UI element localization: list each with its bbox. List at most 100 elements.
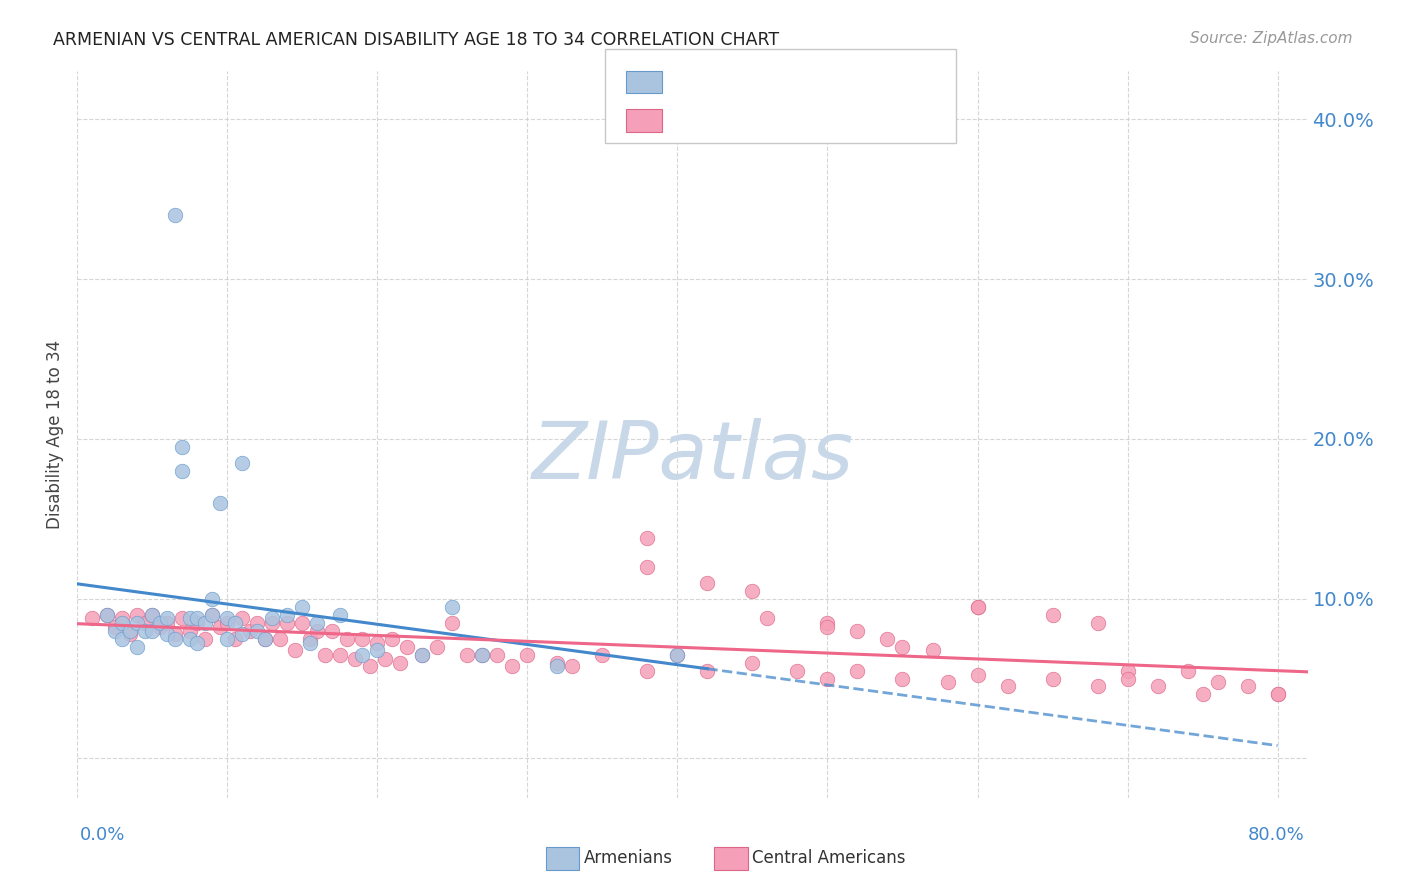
Point <box>96 607 118 622</box>
Point <box>104 624 127 638</box>
Text: Source: ZipAtlas.com: Source: ZipAtlas.com <box>1189 31 1353 46</box>
Text: ZIPatlas: ZIPatlas <box>531 417 853 496</box>
Point <box>846 624 869 638</box>
Point <box>307 624 329 638</box>
Point <box>359 658 381 673</box>
Point <box>246 615 269 630</box>
Point <box>636 559 658 574</box>
Point <box>321 624 343 638</box>
Point <box>817 672 839 686</box>
Text: 0.0%: 0.0% <box>80 826 125 844</box>
Point <box>118 624 141 638</box>
Point <box>179 624 201 638</box>
Point <box>1042 672 1064 686</box>
Text: N =: N = <box>799 67 838 85</box>
Point <box>329 648 352 662</box>
Point <box>636 531 658 545</box>
Point <box>201 607 224 622</box>
Point <box>696 575 718 590</box>
Point <box>1267 688 1289 702</box>
Point <box>546 658 568 673</box>
Point <box>163 632 186 646</box>
Point <box>696 664 718 678</box>
Point <box>666 648 689 662</box>
Point <box>217 611 239 625</box>
Point <box>381 632 404 646</box>
Point <box>186 615 208 630</box>
Point <box>82 611 104 625</box>
Point <box>817 615 839 630</box>
Point <box>134 624 156 638</box>
Point <box>156 615 179 630</box>
Point <box>876 632 898 646</box>
Point <box>104 620 127 634</box>
Point <box>111 611 134 625</box>
Point <box>231 456 253 470</box>
Point <box>501 658 523 673</box>
Point <box>314 648 336 662</box>
Text: Central Americans: Central Americans <box>752 849 905 867</box>
Text: -0.414: -0.414 <box>700 104 758 123</box>
Point <box>936 674 959 689</box>
Point <box>817 620 839 634</box>
Point <box>374 652 396 666</box>
Point <box>127 615 149 630</box>
Point <box>111 632 134 646</box>
Point <box>1236 680 1258 694</box>
Point <box>1087 615 1109 630</box>
Text: 80.0%: 80.0% <box>1249 826 1305 844</box>
Point <box>966 599 988 614</box>
Point <box>396 640 419 654</box>
Point <box>291 615 314 630</box>
Point <box>516 648 538 662</box>
Point <box>891 672 914 686</box>
Text: Armenians: Armenians <box>583 849 672 867</box>
Point <box>276 607 298 622</box>
Point <box>921 642 943 657</box>
Point <box>388 656 411 670</box>
Point <box>163 208 186 222</box>
Point <box>163 627 186 641</box>
Point <box>217 615 239 630</box>
Point <box>217 632 239 646</box>
Point <box>134 615 156 630</box>
Point <box>201 607 224 622</box>
Point <box>149 615 172 630</box>
Point <box>486 648 509 662</box>
Point <box>96 607 118 622</box>
Point <box>156 611 179 625</box>
Point <box>411 648 433 662</box>
Text: 45: 45 <box>832 67 855 85</box>
Point <box>546 656 568 670</box>
Text: 90: 90 <box>832 104 855 123</box>
Point <box>208 496 231 510</box>
Point <box>366 636 388 650</box>
Text: R =: R = <box>668 67 707 85</box>
Point <box>246 624 269 638</box>
Point <box>846 664 869 678</box>
Point <box>441 599 464 614</box>
Point <box>141 607 163 622</box>
Point <box>201 591 224 606</box>
Point <box>966 668 988 682</box>
Text: N =: N = <box>799 104 838 123</box>
Point <box>253 632 276 646</box>
Point <box>441 615 464 630</box>
Point <box>179 632 201 646</box>
Point <box>239 624 262 638</box>
Point <box>156 627 179 641</box>
Point <box>1267 688 1289 702</box>
Point <box>471 648 494 662</box>
Point <box>666 648 689 662</box>
Point <box>127 640 149 654</box>
Point <box>224 615 246 630</box>
Y-axis label: Disability Age 18 to 34: Disability Age 18 to 34 <box>46 340 65 530</box>
Point <box>1116 664 1139 678</box>
Point <box>756 611 779 625</box>
Point <box>786 664 808 678</box>
Point <box>111 615 134 630</box>
Point <box>172 464 194 478</box>
Point <box>149 620 172 634</box>
Point <box>966 599 988 614</box>
Point <box>591 648 613 662</box>
